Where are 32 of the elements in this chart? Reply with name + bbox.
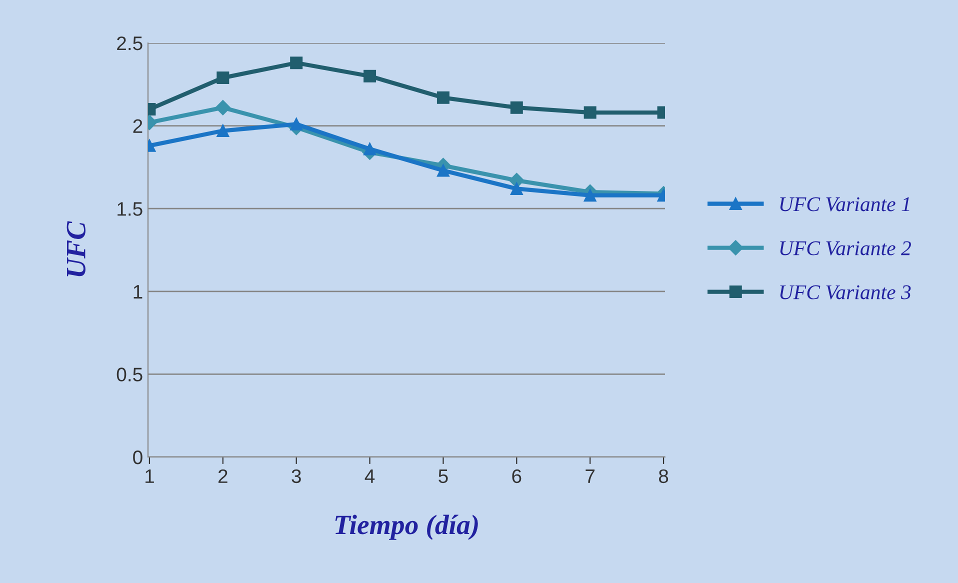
x-tick-label: 2: [218, 469, 228, 483]
y-axis-title: UFC: [66, 221, 86, 276]
x-tick-label: 7: [586, 470, 595, 483]
x-tick-label: 8: [658, 469, 668, 484]
point: [584, 189, 596, 202]
point: [290, 118, 303, 130]
legend-label: UFC Variante 2: [780, 241, 911, 256]
point: [436, 164, 450, 177]
y-tick-label: 2.5: [117, 36, 142, 50]
point: [215, 100, 230, 116]
y-tick-label: 2: [133, 119, 142, 133]
point: [216, 124, 230, 138]
x-tick-label: 3: [292, 469, 301, 484]
y-tick-label: 1.5: [118, 202, 142, 216]
point: [216, 72, 230, 84]
point: [364, 142, 376, 156]
x-tick-label: 6: [512, 469, 522, 484]
y-tick-label: 0.5: [116, 368, 142, 382]
legend-label: UFC Variante 3: [780, 285, 911, 300]
legend-label: UFC Variante 1: [780, 197, 910, 212]
point: [290, 56, 303, 70]
point: [510, 101, 523, 114]
x-axis-title: Tiempo (día): [335, 514, 478, 540]
point: [584, 106, 596, 119]
x-tick-label: 4: [364, 470, 375, 483]
point: [364, 70, 376, 82]
y-tick-label: 0: [133, 450, 142, 464]
x-tick-label: 5: [438, 470, 448, 484]
y-tick-label: 1: [134, 285, 142, 298]
point: [436, 91, 450, 104]
x-tick-label: 1: [146, 470, 154, 483]
point: [510, 182, 523, 195]
